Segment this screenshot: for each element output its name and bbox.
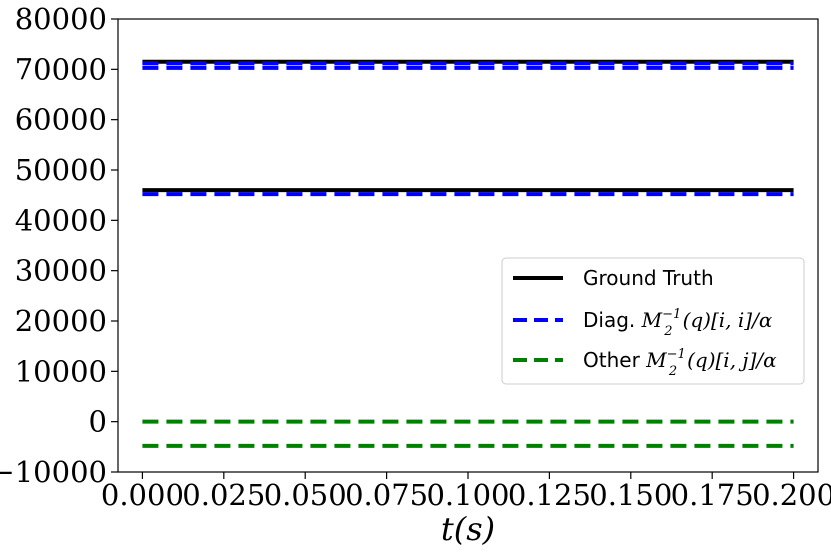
y-tick-label: 60000: [15, 103, 107, 137]
y-tick-label: 50000: [15, 153, 107, 187]
y-tick-label: −10000: [0, 455, 107, 489]
x-tick-label: 0.025: [182, 478, 265, 512]
y-tick-label: 30000: [15, 254, 107, 288]
x-tick-label: 0.100: [426, 478, 509, 512]
x-tick-label: 0.200: [752, 478, 831, 512]
y-tick-label: 10000: [15, 354, 107, 388]
x-tick-label: 0.175: [671, 478, 754, 512]
x-tick-label: 0.075: [345, 478, 428, 512]
legend-label-ground-truth: Ground Truth: [583, 266, 714, 290]
x-tick-label: 0.125: [508, 478, 591, 512]
y-tick-label: 70000: [15, 52, 107, 86]
x-tick-label: 0.150: [589, 478, 672, 512]
legend: Ground Truth Diag. M−1 2 (q)[i, i]/α Other…: [501, 257, 805, 385]
y-tick-label: 40000: [15, 203, 107, 237]
legend-box: [501, 257, 805, 385]
y-tick-label: 0: [89, 405, 107, 439]
y-tick-label: 80000: [15, 2, 107, 36]
x-axis-label: t(s): [441, 510, 495, 548]
series-layer: [142, 59, 794, 448]
axes-layer: −10000 0 10000 20000 30000 40000 50000 60000 700…: [0, 2, 831, 512]
x-tick-label: 0.000: [101, 478, 184, 512]
x-tick-label: 0.050: [264, 478, 347, 512]
y-tick-label: 20000: [15, 304, 107, 338]
plot-frame: [117, 18, 819, 473]
